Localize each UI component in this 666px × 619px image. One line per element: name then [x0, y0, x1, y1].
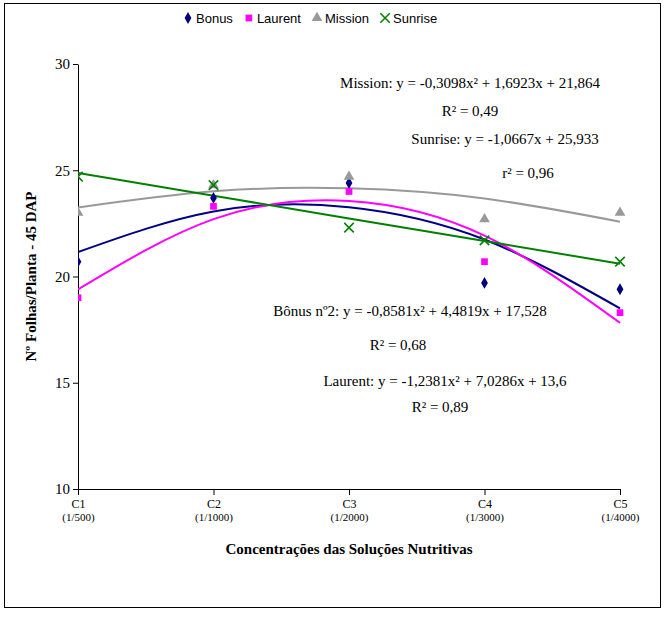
- legend-marker: [246, 15, 253, 22]
- legend-label: Laurent: [257, 11, 301, 26]
- plot-area: [78, 170, 625, 322]
- legend-item: Laurent: [246, 11, 302, 26]
- data-point: [78, 256, 81, 268]
- data-point: [78, 294, 81, 301]
- x-tick-label: C1: [71, 497, 85, 511]
- legend-label: Bonus: [196, 11, 233, 26]
- annotation: Laurent: y = -1,2381x² + 7,0286x + 13,6: [323, 373, 567, 389]
- annotation: R² = 0,89: [412, 399, 469, 415]
- x-tick-note: (1/500): [62, 511, 95, 524]
- legend-label: Mission: [325, 11, 369, 26]
- annotation: Sunrise: y = -1,0667x + 25,933: [411, 131, 598, 147]
- x-axis: C1(1/500)C2(1/1000)C3(1/2000)C4(1/3000)C…: [62, 489, 639, 524]
- y-tick: 20: [55, 269, 78, 285]
- y-tick: 30: [55, 56, 78, 72]
- data-point: [617, 283, 624, 295]
- y-tick-mark: [73, 489, 78, 490]
- legend-item: Bonus: [185, 11, 234, 26]
- legend-marker: [312, 12, 323, 21]
- annotation: Bônus nº2: y = -0,8581x² + 4,4819x + 17,…: [273, 303, 546, 319]
- trend-line: [78, 204, 620, 308]
- x-tick: C2(1/1000): [195, 489, 233, 524]
- legend-label: Sunrise: [393, 11, 437, 26]
- x-tick: C4(1/3000): [466, 489, 504, 524]
- annotation: R² = 0,49: [442, 103, 499, 119]
- data-point: [78, 172, 83, 181]
- y-tick-mark: [73, 383, 78, 384]
- y-axis-line: [78, 65, 79, 490]
- x-tick-mark: [78, 489, 79, 495]
- x-tick-label: C4: [478, 497, 492, 511]
- y-tick-label: 25: [55, 163, 70, 179]
- x-tick-note: (1/2000): [331, 511, 369, 524]
- legend-marker: [380, 13, 389, 22]
- trend-line: [78, 188, 620, 222]
- x-tick-label: C3: [342, 497, 356, 511]
- y-tick-mark: [73, 64, 78, 65]
- y-axis: 10 15 20 25 30: [55, 56, 79, 497]
- data-point: [615, 207, 626, 216]
- y-axis-title: Nº Folhas/Planta - 45 DAP: [23, 192, 39, 362]
- y-tick-label: 15: [55, 375, 70, 391]
- data-point: [210, 192, 217, 204]
- data-point: [344, 223, 353, 232]
- data-point: [481, 258, 488, 265]
- data-point: [209, 180, 218, 189]
- y-tick-label: 20: [55, 269, 70, 285]
- y-tick-mark: [73, 277, 78, 278]
- data-point: [78, 207, 83, 216]
- trend-line: [78, 173, 620, 264]
- y-tick-mark: [73, 170, 78, 171]
- y-tick-label: 10: [55, 481, 70, 497]
- x-tick: C3(1/2000): [331, 489, 369, 524]
- data-point: [344, 170, 355, 179]
- y-tick-label: 30: [55, 56, 70, 72]
- chart: 1015202530C1(1/500)C2(1/1000)C3(1/2000)C…: [0, 0, 666, 619]
- annotation: Mission: y = -0,3098x² + 1,6923x + 21,86…: [340, 75, 600, 91]
- data-point: [481, 277, 488, 289]
- data-point: [346, 188, 353, 195]
- annotation: r² = 0,96: [502, 165, 554, 181]
- x-tick-note: (1/3000): [466, 511, 504, 524]
- x-tick-note: (1/1000): [195, 511, 233, 524]
- x-tick: C1(1/500): [62, 489, 95, 524]
- x-axis-title: Concentrações das Soluções Nutritivas: [225, 541, 472, 557]
- data-point: [480, 236, 489, 245]
- data-point: [617, 309, 624, 316]
- data-point: [210, 203, 217, 210]
- legend-item: Mission: [312, 11, 369, 26]
- x-tick-note: (1/4000): [602, 511, 640, 524]
- legend-marker: [185, 12, 192, 24]
- chart-frame: [5, 4, 661, 608]
- legend: Bonus Laurent Mission Sunrise: [185, 11, 438, 26]
- x-tick-mark: [485, 489, 486, 495]
- data-point: [479, 213, 490, 222]
- x-tick-mark: [349, 489, 350, 495]
- data-point: [615, 257, 624, 266]
- x-tick-mark: [620, 489, 621, 495]
- x-tick-mark: [214, 489, 215, 495]
- y-tick: 25: [55, 163, 78, 179]
- legend-item: Sunrise: [380, 11, 437, 26]
- y-tick: 10: [55, 481, 78, 497]
- annotation: R² = 0,68: [370, 337, 427, 353]
- y-tick: 15: [55, 375, 78, 391]
- x-tick-label: C2: [207, 497, 221, 511]
- x-tick-label: C5: [613, 497, 627, 511]
- x-tick: C5(1/4000): [602, 489, 640, 524]
